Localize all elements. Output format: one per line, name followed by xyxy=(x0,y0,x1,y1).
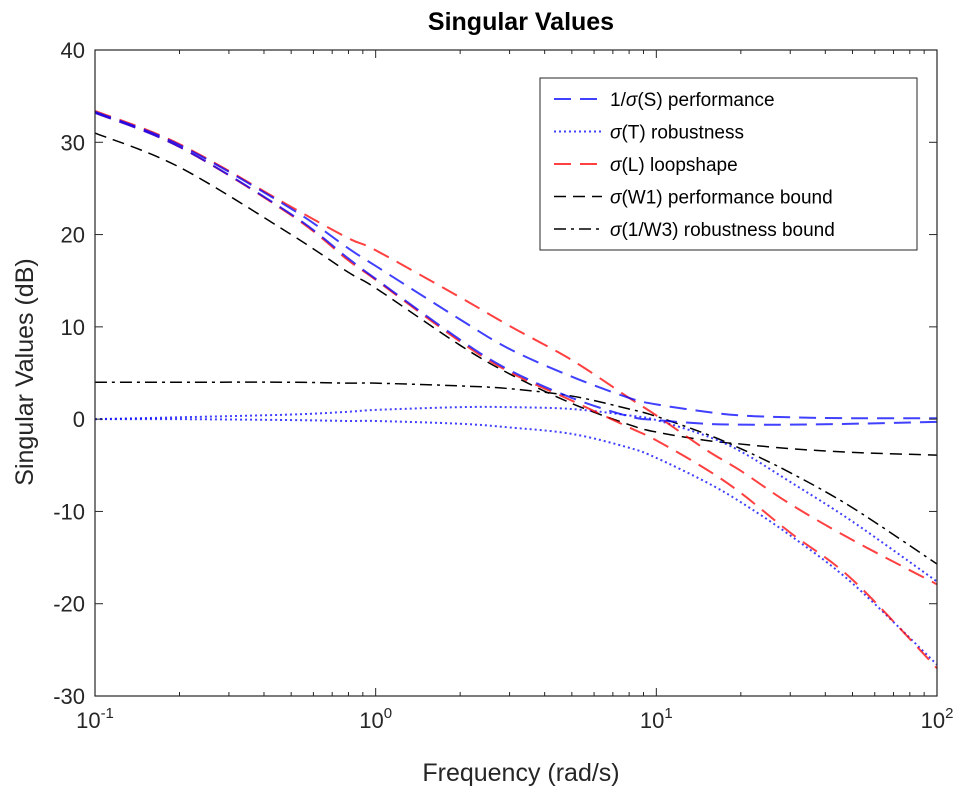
axes: 10-1 100 101 102 -30 -20 -10 0 10 20 30 40 xyxy=(53,38,953,733)
legend-box xyxy=(539,77,918,251)
x-tick-label: 10-1 xyxy=(76,705,114,733)
x-axis-label: Frequency (rad/s) xyxy=(422,759,619,787)
chart-title: Singular Values xyxy=(428,8,614,36)
y-tick-label: -10 xyxy=(53,499,85,524)
series-line-2-1 xyxy=(95,405,937,583)
legend-label: σ(T) robustness xyxy=(610,123,744,144)
y-tick-label: 40 xyxy=(61,38,85,63)
series-lines xyxy=(95,109,937,670)
legend-label: 1/σ(S) performance xyxy=(610,90,775,111)
y-tick-label: 20 xyxy=(61,223,85,248)
series-line-1-2 xyxy=(95,111,937,426)
legend-label: σ(L) loopshape xyxy=(610,155,738,176)
y-tick-label: 30 xyxy=(61,130,85,155)
y-axis-label: Singular Values (dB) xyxy=(11,258,39,485)
series-line-4-1 xyxy=(95,132,937,456)
y-tick-label: 0 xyxy=(73,407,85,432)
series-line-1-1 xyxy=(95,110,937,420)
x-tick-label: 101 xyxy=(640,705,673,733)
y-tick-label: 10 xyxy=(61,315,85,340)
axes-box xyxy=(94,49,938,697)
series-line-3-1 xyxy=(95,109,937,586)
series-line-5-1 xyxy=(95,381,937,565)
y-tick-label: -20 xyxy=(53,592,85,617)
x-tick-label: 102 xyxy=(921,705,954,733)
legend-label: σ(1/W3) robustness bound xyxy=(610,220,835,241)
legend: 1/σ(S) performance σ(T) robustness σ(L) lo… xyxy=(539,77,918,251)
y-tick-label: -30 xyxy=(53,684,85,709)
series-line-2-2 xyxy=(95,418,937,666)
x-tick-label: 100 xyxy=(359,705,392,733)
legend-label: σ(W1) performance bound xyxy=(610,188,833,209)
